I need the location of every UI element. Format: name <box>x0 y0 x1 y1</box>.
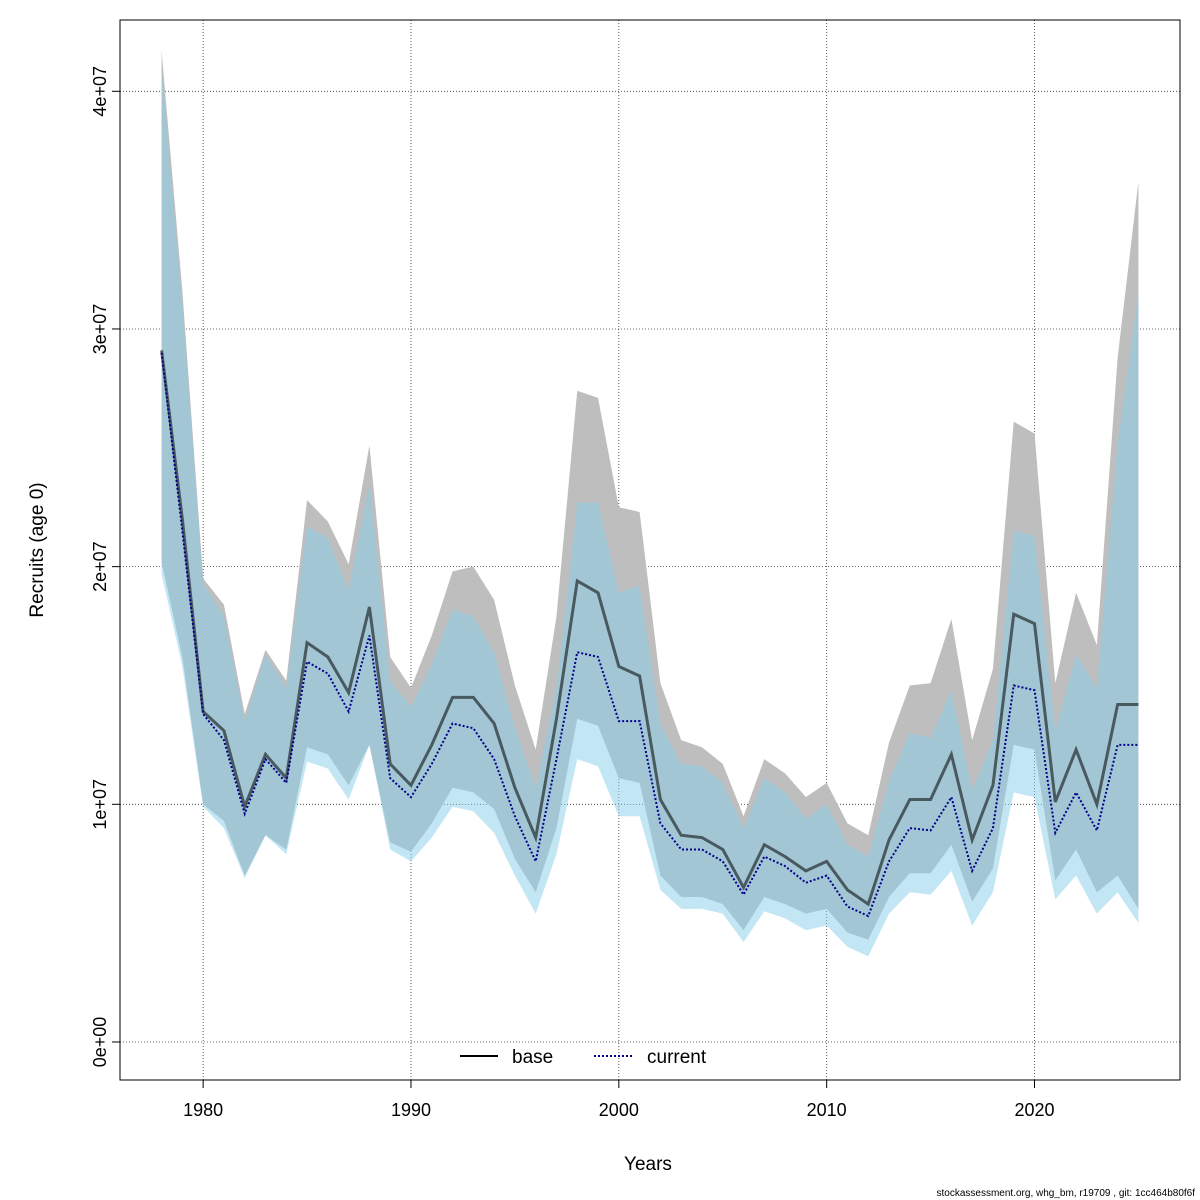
legend: base current <box>460 1047 707 1068</box>
y-tick-label: 0e+00 <box>90 1017 110 1068</box>
y-axis-label: Recruits (age 0) <box>27 482 48 617</box>
x-axis-label: Years <box>624 1154 672 1175</box>
x-tick-label: 1980 <box>183 1100 223 1120</box>
band-current <box>161 67 1139 957</box>
plot-frame <box>119 19 1181 1081</box>
y-tick-label: 2e+07 <box>90 541 110 592</box>
footer-credit: stockassessment.org, whg_bm, r19709 , gi… <box>937 1188 1196 1199</box>
legend-label-current: current <box>647 1047 707 1068</box>
y-tick-label: 1e+07 <box>90 779 110 830</box>
line-current <box>160 352 1139 918</box>
axes: 1980 1990 2000 2010 2020 0e+00 1e+07 2e+07 3e+07… <box>90 66 1055 1120</box>
x-tick-label: 2020 <box>1014 1100 1054 1120</box>
y-tick-label: 3e+07 <box>90 304 110 355</box>
series-lines <box>160 350 1139 918</box>
x-tick-label: 2010 <box>807 1100 847 1120</box>
legend-label-base: base <box>512 1047 553 1068</box>
confidence-bands <box>161 50 1139 957</box>
x-tick-label: 2000 <box>599 1100 639 1120</box>
x-tick-label: 1990 <box>391 1100 431 1120</box>
y-tick-label: 4e+07 <box>90 66 110 117</box>
line-base <box>160 350 1139 907</box>
